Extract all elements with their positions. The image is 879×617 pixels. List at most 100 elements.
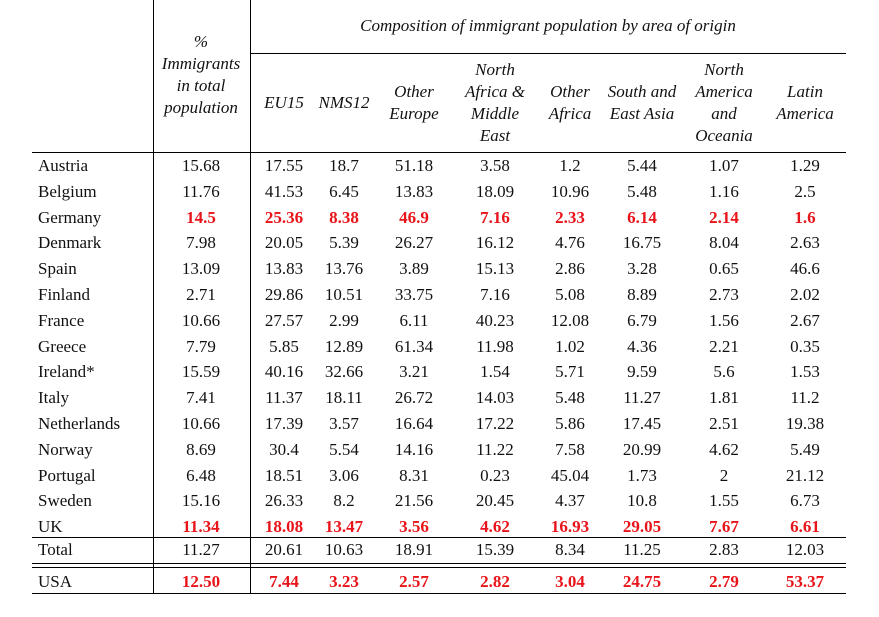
row-value: 11.22 <box>476 440 514 459</box>
row-value: 7.58 <box>555 440 585 459</box>
row-value: 20.45 <box>475 491 515 510</box>
rule-vertical-left <box>153 0 154 594</box>
row-value: 5.86 <box>555 414 585 433</box>
row-value: 29.86 <box>264 285 304 304</box>
row-value: 20.61 <box>264 540 304 559</box>
row-value: 29.05 <box>622 517 662 536</box>
row-value: 51.18 <box>394 156 434 175</box>
row-value: 11.25 <box>623 540 661 559</box>
row-value: 2.57 <box>399 572 429 591</box>
column-header-line: Other <box>550 82 590 101</box>
column-header-line: Africa <box>548 104 592 123</box>
row-immigrants-share: 14.5 <box>186 208 216 227</box>
row-country: Italy <box>38 388 70 407</box>
row-value: 1.29 <box>790 156 820 175</box>
row-country: Austria <box>38 156 89 175</box>
column-header-line: and <box>711 104 737 123</box>
row-value: 5.54 <box>329 440 359 459</box>
row-country: Germany <box>38 208 102 227</box>
row-value: 7.67 <box>709 517 739 536</box>
row-value: 27.57 <box>264 311 304 330</box>
column-header-line: North <box>475 60 515 79</box>
row-value: 1.56 <box>709 311 739 330</box>
row-value: 6.79 <box>627 311 657 330</box>
row-value: 10.96 <box>550 182 590 201</box>
row-value: 30.4 <box>269 440 299 459</box>
row-value: 16.75 <box>622 233 662 252</box>
row-value: 2.63 <box>790 233 820 252</box>
row-value: 25.36 <box>264 208 304 227</box>
row-value: 7.16 <box>480 208 510 227</box>
row-value: 8.04 <box>709 233 739 252</box>
row-value: 1.53 <box>790 362 820 381</box>
row-country: Total <box>38 540 73 559</box>
row-value: 1.81 <box>709 388 739 407</box>
column-header: North Africa & Middle East <box>465 59 525 147</box>
row-value: 5.49 <box>790 440 820 459</box>
row-value: 5.08 <box>555 285 585 304</box>
row-value: 13.83 <box>264 259 304 278</box>
row-value: 8.38 <box>329 208 359 227</box>
column-header-line: South and <box>607 82 677 101</box>
row-value: 6.61 <box>790 517 820 536</box>
row-value: 2.21 <box>709 337 739 356</box>
row-value: 40.16 <box>264 362 304 381</box>
row-value: 3.56 <box>399 517 429 536</box>
rule-bottom <box>32 593 846 594</box>
row-value: 2 <box>719 466 729 485</box>
row-value: 15.13 <box>475 259 515 278</box>
row-value: 13.47 <box>324 517 364 536</box>
row-value: 16.93 <box>550 517 590 536</box>
column-header-line: Africa & <box>465 82 525 101</box>
row-value: 3.06 <box>329 466 359 485</box>
row-immigrants-share: 10.66 <box>181 414 221 433</box>
row-value: 4.37 <box>555 491 585 510</box>
row-immigrants-share: 7.98 <box>186 233 216 252</box>
row-immigrants-share: 15.59 <box>181 362 221 381</box>
header-immigrants-line: in total <box>176 76 226 95</box>
row-immigrants-share: 13.09 <box>181 259 221 278</box>
row-value: 2.82 <box>480 572 510 591</box>
row-country: Netherlands <box>38 414 121 433</box>
row-value: 13.83 <box>394 182 434 201</box>
row-immigrants-share: 11.34 <box>182 517 220 536</box>
row-country: Belgium <box>38 182 97 201</box>
row-value: 1.55 <box>709 491 739 510</box>
row-value: 5.44 <box>627 156 657 175</box>
row-value: 14.16 <box>394 440 434 459</box>
row-value: 0.65 <box>709 259 739 278</box>
rule-after-total-1 <box>32 563 846 564</box>
row-value: 5.71 <box>555 362 585 381</box>
row-value: 10.8 <box>627 491 657 510</box>
row-immigrants-share: 15.16 <box>181 491 221 510</box>
column-header: Latin America <box>776 81 834 125</box>
row-country: Denmark <box>38 233 102 252</box>
row-country: Sweden <box>38 491 92 510</box>
row-value: 18.91 <box>394 540 434 559</box>
row-value: 12.08 <box>550 311 590 330</box>
rule-vertical-right <box>250 0 251 594</box>
row-value: 11.27 <box>623 388 661 407</box>
column-header: EU15 <box>264 92 304 114</box>
row-value: 1.16 <box>709 182 739 201</box>
column-header-line: Other <box>394 82 434 101</box>
row-value: 0.23 <box>480 466 510 485</box>
row-country: Greece <box>38 337 87 356</box>
row-value: 21.12 <box>785 466 825 485</box>
row-value: 13.76 <box>324 259 364 278</box>
row-value: 20.05 <box>264 233 304 252</box>
row-value: 6.14 <box>627 208 657 227</box>
row-value: 1.02 <box>555 337 585 356</box>
row-value: 12.89 <box>324 337 364 356</box>
row-value: 46.6 <box>790 259 820 278</box>
row-value: 18.08 <box>264 517 304 536</box>
row-value: 4.76 <box>555 233 585 252</box>
row-value: 1.2 <box>559 156 581 175</box>
row-country: France <box>38 311 85 330</box>
column-header-line: Middle <box>470 104 520 123</box>
row-value: 21.56 <box>394 491 434 510</box>
row-country: UK <box>38 517 63 536</box>
row-immigrants-share: 7.79 <box>186 337 216 356</box>
rule-after-total-2 <box>32 567 846 568</box>
row-value: 11.37 <box>265 388 303 407</box>
